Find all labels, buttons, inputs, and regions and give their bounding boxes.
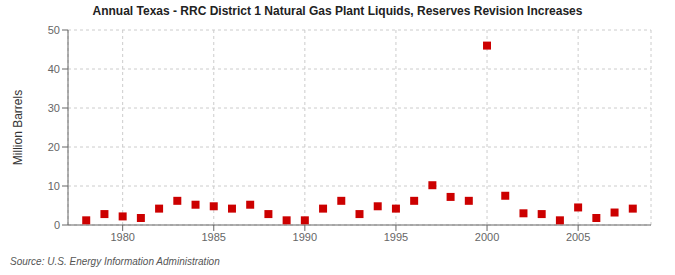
svg-text:20: 20 xyxy=(48,141,60,153)
svg-text:2005: 2005 xyxy=(566,231,590,243)
svg-text:10: 10 xyxy=(48,180,60,192)
svg-text:0: 0 xyxy=(54,219,60,231)
svg-text:1985: 1985 xyxy=(202,231,226,243)
svg-text:40: 40 xyxy=(48,63,60,75)
svg-text:1990: 1990 xyxy=(293,231,317,243)
svg-text:1980: 1980 xyxy=(110,231,134,243)
svg-text:50: 50 xyxy=(48,24,60,36)
svg-text:30: 30 xyxy=(48,102,60,114)
svg-text:1995: 1995 xyxy=(384,231,408,243)
html-text:Source: U.S. Energy Informatio: Source: U.S. Energy Information Administ… xyxy=(10,256,220,267)
svg-text:2000: 2000 xyxy=(475,231,499,243)
svg-text:Million Barrels: Million Barrels xyxy=(11,90,25,165)
html-text:Annual Texas - RRC District 1: Annual Texas - RRC District 1 Natural Ga… xyxy=(92,4,583,18)
